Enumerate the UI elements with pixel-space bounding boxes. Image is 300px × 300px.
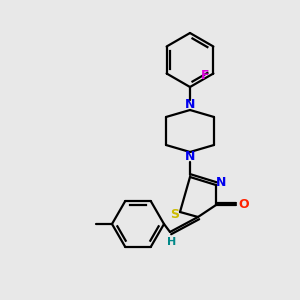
Text: N: N [216, 176, 226, 188]
Text: N: N [185, 151, 195, 164]
Text: F: F [201, 69, 210, 82]
Text: S: S [170, 208, 179, 221]
Text: O: O [239, 199, 249, 212]
Text: H: H [167, 237, 177, 247]
Text: N: N [185, 98, 195, 112]
